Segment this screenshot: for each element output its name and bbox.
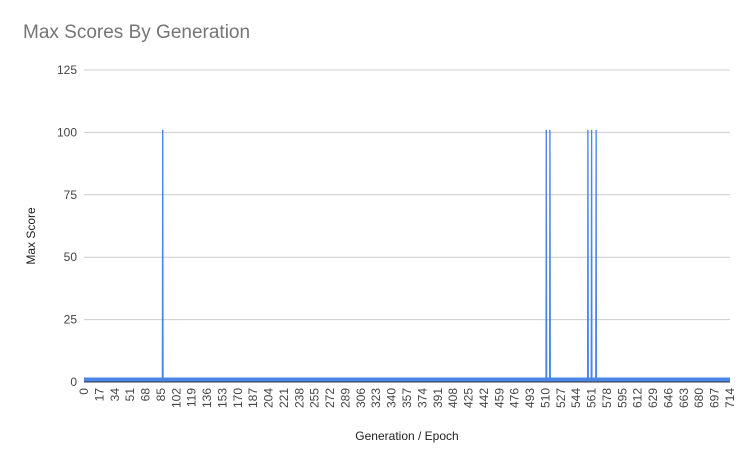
x-tick-label: 34: [108, 388, 122, 402]
x-tick-label: 425: [462, 388, 476, 408]
gridlines: [84, 69, 730, 383]
x-tick-label: 153: [215, 388, 229, 408]
x-tick-label: 544: [569, 388, 583, 408]
x-tick-label: 51: [123, 388, 137, 402]
x-tick-label: 357: [400, 388, 414, 408]
x-tick-label: 595: [615, 388, 629, 408]
x-tick-label: 714: [723, 388, 737, 408]
x-tick-label: 0: [77, 388, 91, 395]
y-tick-label: 50: [64, 250, 78, 264]
x-tick-label: 204: [262, 388, 276, 408]
x-tick-label: 238: [292, 388, 306, 408]
x-tick-label: 374: [415, 388, 429, 408]
x-tick-label: 272: [323, 388, 337, 408]
x-tick-label: 612: [631, 388, 645, 408]
x-tick-label: 663: [677, 388, 691, 408]
series-max-score: [84, 129, 730, 382]
x-tick-labels: 0 17 34 51 68 85 102 119 136 153 170 187 204 221 238 25…: [77, 388, 737, 408]
x-tick-label: 527: [554, 388, 568, 408]
y-tick-label: 75: [64, 188, 78, 202]
x-tick-label: 578: [600, 388, 614, 408]
x-tick-label: 680: [692, 388, 706, 408]
x-tick-label: 476: [508, 388, 522, 408]
x-tick-label: 629: [646, 388, 660, 408]
y-tick-labels: 0 25 50 75 100 125: [57, 63, 77, 389]
x-tick-label: 391: [431, 388, 445, 408]
x-tick-label: 459: [492, 388, 506, 408]
y-tick-label: 125: [57, 63, 77, 77]
x-tick-label: 306: [354, 388, 368, 408]
x-tick-label: 646: [661, 388, 675, 408]
x-tick-label: 510: [538, 388, 552, 408]
x-tick-label: 340: [385, 388, 399, 408]
x-tick-label: 221: [277, 388, 291, 408]
x-tick-label: 17: [92, 388, 106, 402]
y-tick-label: 100: [57, 125, 77, 139]
x-tick-label: 255: [308, 388, 322, 408]
x-tick-label: 408: [446, 388, 460, 408]
series-line: [84, 129, 730, 381]
x-tick-label: 187: [246, 388, 260, 408]
chart-title: Max Scores By Generation: [23, 22, 251, 43]
x-tick-label: 323: [369, 388, 383, 408]
x-tick-label: 85: [154, 388, 168, 402]
x-tick-label: 102: [169, 388, 183, 408]
x-tick-label: 136: [200, 388, 214, 408]
x-tick-label: 561: [585, 388, 599, 408]
x-tick-label: 68: [139, 388, 153, 402]
x-tick-label: 289: [338, 388, 352, 408]
x-tick-label: 697: [708, 388, 722, 408]
y-tick-label: 0: [70, 375, 77, 389]
x-tick-label: 119: [185, 388, 199, 407]
x-axis-title: Generation / Epoch: [355, 429, 459, 443]
x-tick-label: 442: [477, 388, 491, 408]
x-tick-label: 493: [523, 388, 537, 408]
y-tick-label: 25: [64, 313, 78, 327]
x-tick-label: 170: [231, 388, 245, 408]
